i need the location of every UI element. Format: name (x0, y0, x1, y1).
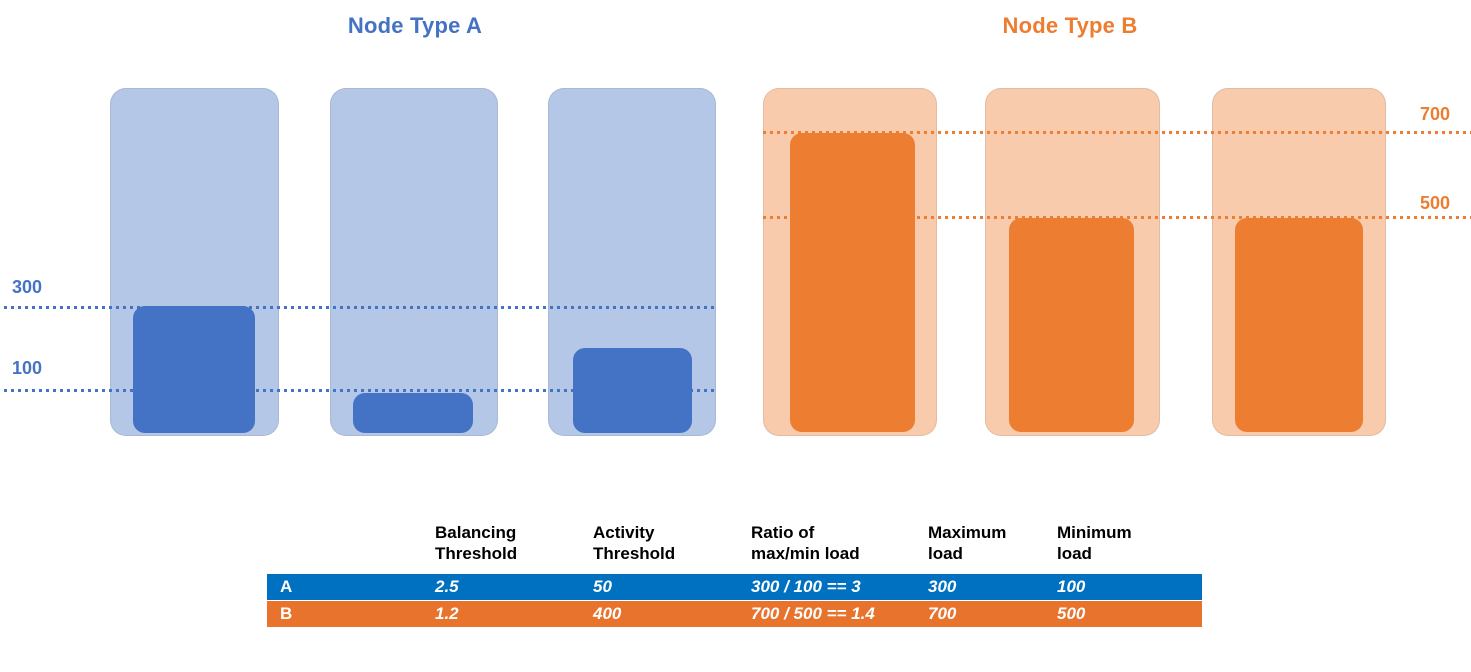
node-a2-load-bar (353, 393, 473, 433)
node-b2-load-bar (1009, 218, 1134, 432)
guide-label-500: 500 (1420, 193, 1451, 213)
header-minimum-load: Minimum load (1057, 523, 1132, 563)
row-a-minimum-load: 100 (1057, 577, 1086, 596)
row-b-maximum-load: 700 (928, 604, 957, 623)
node-a2-capacity (330, 88, 498, 436)
row-a-activity-threshold: 50 (593, 577, 612, 596)
row-a-ratio: 300 / 100 == 3 (751, 577, 861, 596)
guide-label-700: 700 (1420, 104, 1451, 124)
header-maximum-load: Maximum load (928, 523, 1007, 563)
header-ratio-max-min-load: Ratio of max/min load (751, 523, 860, 563)
node-type-a-title: Node Type A (347, 13, 483, 38)
guide-line-700 (763, 131, 1471, 134)
header-balancing-threshold: Balancing Threshold (435, 523, 518, 563)
row-a-maximum-load: 300 (928, 577, 957, 596)
node-a1-load-bar (133, 306, 255, 433)
row-b-ratio: 700 / 500 == 1.4 (751, 604, 875, 623)
guide-line-100 (4, 389, 717, 392)
guide-line-300 (4, 306, 717, 309)
header-spacer (267, 520, 435, 522)
header-activity-threshold: Activity Threshold (593, 523, 676, 563)
row-b-balancing-threshold: 1.2 (435, 604, 459, 623)
table-row-a: A 2.5 50 300 / 100 == 3 300 100 (267, 574, 1202, 600)
row-a-balancing-threshold: 2.5 (435, 577, 459, 596)
row-a-label: A (280, 577, 293, 596)
node-b1-load-bar (790, 133, 915, 432)
guide-label-100: 100 (12, 358, 43, 378)
guide-line-500 (763, 216, 1471, 219)
guide-label-300: 300 (12, 277, 43, 297)
row-b-activity-threshold: 400 (593, 604, 622, 623)
table-row-b: B 1.2 400 700 / 500 == 1.4 700 500 (267, 601, 1202, 627)
summary-table: Balancing Threshold Activity Threshold R… (267, 520, 1202, 627)
row-b-minimum-load: 500 (1057, 604, 1086, 623)
summary-table-header: Balancing Threshold Activity Threshold R… (267, 520, 1202, 574)
node-b3-load-bar (1235, 218, 1363, 432)
row-b-label: B (280, 604, 293, 623)
node-type-b-title: Node Type B (1002, 13, 1138, 38)
